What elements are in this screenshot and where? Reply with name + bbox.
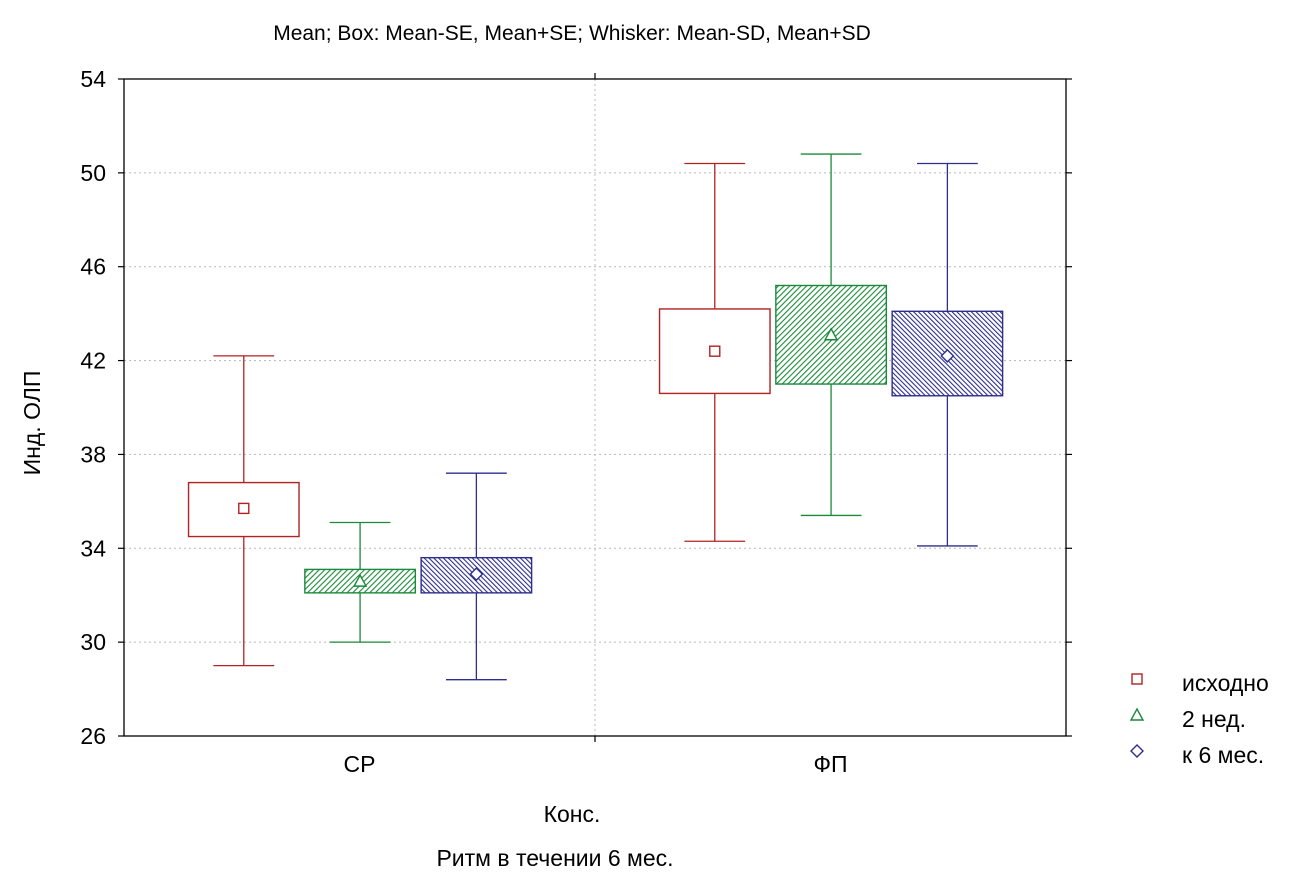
- x-tick-label: СР: [344, 751, 376, 777]
- legend-marker: [1129, 707, 1145, 721]
- chart-subtitle: Ритм в течении 6 мес.: [436, 845, 673, 871]
- y-tick-label: 54: [80, 66, 106, 92]
- mean-marker: [940, 348, 955, 363]
- legend-label: исходно: [1182, 670, 1269, 696]
- box-group: [658, 162, 771, 542]
- legend-item: исходно: [1131, 670, 1269, 696]
- y-axis-label: Инд. ОЛП: [19, 371, 45, 476]
- legend-item: 2 нед.: [1129, 706, 1246, 732]
- y-tick-label: 50: [80, 160, 106, 186]
- box: [891, 310, 1004, 397]
- box-group: [891, 162, 1004, 547]
- x-axis: СР ФП: [344, 73, 848, 777]
- y-tick-label: 42: [80, 348, 106, 374]
- legend-marker: [1130, 744, 1144, 758]
- legend-item: к 6 мес.: [1130, 742, 1264, 768]
- chart-title: Mean; Box: Mean-SE, Mean+SE; Whisker: Me…: [273, 22, 871, 45]
- grid: [124, 79, 1066, 736]
- box-group: [775, 153, 888, 517]
- legend-label: к 6 мес.: [1182, 742, 1264, 768]
- x-tick-label: ФП: [813, 751, 847, 777]
- y-tick-label: 46: [80, 254, 106, 280]
- y-tick-label: 26: [80, 723, 106, 749]
- mean-marker: [352, 573, 368, 587]
- legend: исходно 2 нед. к 6 мес.: [1129, 670, 1269, 768]
- y-tick-label: 38: [80, 441, 106, 467]
- y-tick-label: 34: [80, 535, 106, 561]
- legend-label: 2 нед.: [1182, 706, 1246, 732]
- box-group: [187, 355, 300, 667]
- plot-marks: [187, 153, 1004, 681]
- mean-marker: [469, 567, 484, 582]
- y-tick-label: 30: [80, 629, 106, 655]
- box-group: [304, 521, 417, 643]
- x-axis-label: Конс.: [544, 801, 601, 827]
- plot-frame: [123, 78, 1067, 737]
- mean-marker: [709, 345, 721, 357]
- legend-marker: [1131, 673, 1143, 685]
- mean-marker: [823, 327, 839, 341]
- y-axis: 26 30 34 38 42 46 50 54: [80, 66, 1072, 749]
- box-group: [420, 472, 533, 681]
- mean-marker: [238, 502, 250, 515]
